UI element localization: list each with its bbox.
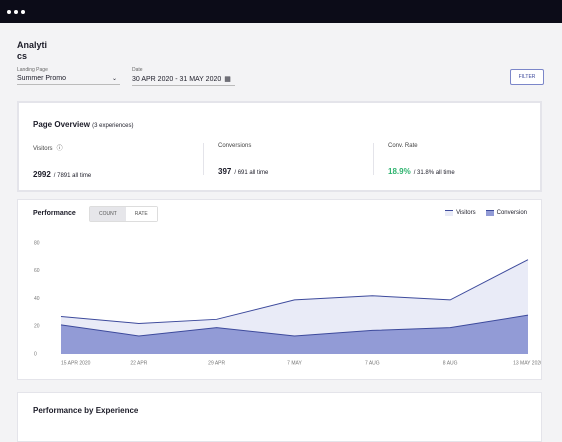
x-tick-label: 7 AUG <box>365 360 380 366</box>
legend-item: Visitors <box>445 210 476 216</box>
metric-label: Conversions <box>218 143 252 149</box>
filter-button[interactable]: FILTER <box>510 69 544 85</box>
metric: Conversions 397/ 691 all time <box>203 143 363 176</box>
metric: Conv. Rate 18.9%/ 31.8% all time <box>373 143 533 176</box>
experience-card: Performance by Experience <box>17 392 542 442</box>
dot <box>21 10 25 14</box>
metric-label: Visitors ⓘ <box>33 146 63 152</box>
metric-value: 397 <box>218 167 232 176</box>
y-tick-label: 80 <box>34 240 40 246</box>
metric-value: 2992 <box>33 170 51 179</box>
metric-total: / 7891 all time <box>53 173 92 179</box>
x-tick-label: 22 APR <box>130 360 147 366</box>
info-icon: ⓘ <box>56 146 63 152</box>
x-tick-label: 29 APR <box>208 360 225 366</box>
chart: 0 20 40 60 80 15 APR 2020 22 APR 29 APR 7 MAY 7 A… <box>34 240 541 366</box>
metric-row: 397/ 691 all time <box>218 161 268 179</box>
x-tick-label: 15 APR 2020 <box>61 360 91 366</box>
field-label: Landing Page <box>17 67 48 73</box>
area <box>61 315 528 354</box>
chevron: ⌄ <box>111 76 117 82</box>
metric-row: 18.9%/ 31.8% all time <box>388 161 455 179</box>
chart-title: Performance <box>33 210 76 217</box>
section-title: Performance by Experience <box>33 406 139 415</box>
y-tick-label: 0 <box>34 351 37 357</box>
line <box>60 314 529 337</box>
date-value: 30 APR 2020 - 31 MAY 2020 <box>132 76 222 83</box>
dot <box>7 10 11 14</box>
window-bar <box>0 0 562 23</box>
metric-body: Conversions 397/ 691 all time <box>218 143 268 179</box>
x-tick-label: 8 AUG <box>443 360 458 366</box>
toggle: COUNT RATE <box>89 206 158 222</box>
y-tick-label: 40 <box>34 296 40 302</box>
metric-total: / 31.8% all time <box>413 170 455 176</box>
subtitle: (3 experiences) <box>92 123 134 129</box>
landing-page-select[interactable]: Summer Promo ⌄ <box>17 75 120 85</box>
legend: Visitors Conversion <box>445 210 527 216</box>
toggle-button[interactable]: COUNT <box>90 207 126 221</box>
page-title: Analytics <box>17 40 48 61</box>
legend-swatch <box>445 210 454 216</box>
x-tick-label: 13 MAY 2020 <box>513 360 541 366</box>
x-tick-label: 7 MAY <box>287 360 302 366</box>
metric: Visitors ⓘ 2992/ 7891 all time <box>33 143 193 179</box>
card-title: Page Overview (3 experiences) <box>33 120 134 129</box>
dot <box>14 10 18 14</box>
legend-label: Conversion <box>496 210 527 216</box>
metric-total: / 691 all time <box>234 170 269 176</box>
legend-swatch <box>485 210 494 216</box>
date-picker[interactable]: 30 APR 2020 - 31 MAY 2020 ▦ <box>132 75 235 86</box>
metric-body: Conv. Rate 18.9%/ 31.8% all time <box>388 143 455 179</box>
overview-card: Page Overview (3 experiences) Visitors ⓘ 2… <box>17 101 542 192</box>
performance-card: Performance COUNT RATE Visitors Conversion… <box>17 199 542 380</box>
calendar-icon: ▦ <box>224 76 231 83</box>
title-text: Page Overview <box>33 120 90 129</box>
y-tick-label: 20 <box>34 324 40 330</box>
toggle-button[interactable]: RATE <box>125 207 157 221</box>
metric-value: 18.9% <box>388 167 411 176</box>
metric-label: Conv. Rate <box>388 143 418 149</box>
metric-body: Visitors ⓘ 2992/ 7891 all time <box>33 143 91 182</box>
line <box>60 259 529 324</box>
legend-item: Conversion <box>485 210 527 216</box>
metric-row: 2992/ 7891 all time <box>33 164 91 182</box>
select-value: Summer Promo <box>17 75 67 82</box>
field-label: Date <box>132 67 143 73</box>
y-tick-label: 60 <box>34 268 40 274</box>
legend-label: Visitors <box>456 210 476 216</box>
